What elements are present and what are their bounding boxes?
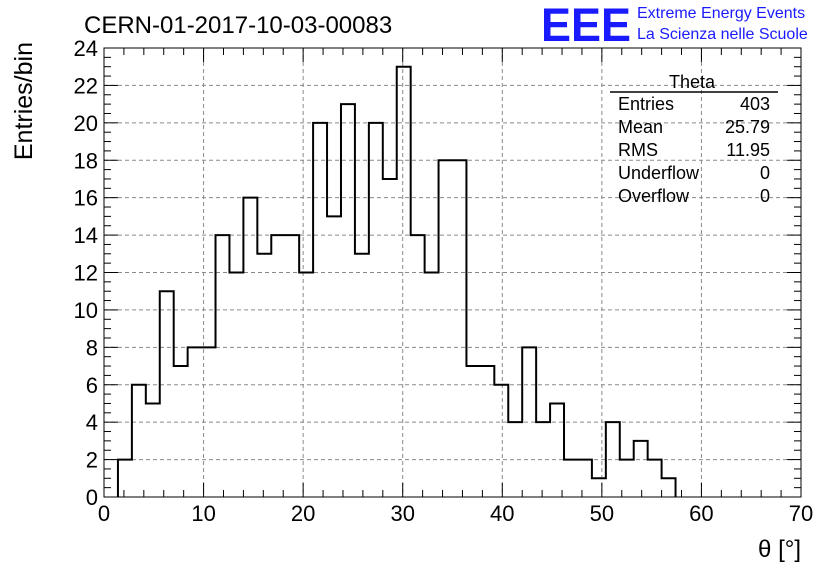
chart-title: CERN-01-2017-10-03-00083 bbox=[84, 12, 392, 39]
stats-row-label: Underflow bbox=[618, 163, 700, 183]
x-tick-label: 20 bbox=[291, 501, 315, 526]
y-tick-label: 8 bbox=[86, 335, 98, 360]
y-tick-label: 0 bbox=[86, 485, 98, 510]
y-tick-label: 6 bbox=[86, 373, 98, 398]
y-tick-label: 14 bbox=[74, 223, 98, 248]
x-tick-label: 70 bbox=[789, 501, 813, 526]
x-axis-label: θ [°] bbox=[758, 536, 801, 563]
histogram-series bbox=[116, 65, 677, 497]
stats-row-label: Overflow bbox=[618, 186, 690, 206]
stats-row-label: Entries bbox=[618, 94, 674, 114]
y-axis-label: Entries/bin bbox=[10, 42, 38, 160]
axis-ticks bbox=[103, 47, 802, 498]
stats-row-label: Mean bbox=[618, 117, 663, 137]
y-tick-label: 20 bbox=[74, 111, 98, 136]
logo-line-1: Extreme Energy Events bbox=[637, 5, 805, 22]
y-tick-label: 12 bbox=[74, 261, 98, 286]
y-tick-label: 2 bbox=[86, 448, 98, 473]
stats-row-value: 25.79 bbox=[725, 117, 770, 137]
y-tick-label: 18 bbox=[74, 148, 98, 173]
y-tick-label: 24 bbox=[74, 36, 98, 61]
eee-logo: EEE Extreme Energy Events La Scienza nel… bbox=[541, 0, 808, 51]
x-tick-label: 50 bbox=[590, 501, 614, 526]
x-tick-label: 10 bbox=[191, 501, 215, 526]
histogram-outline bbox=[116, 65, 677, 497]
stats-row-label: RMS bbox=[618, 140, 658, 160]
y-tick-label: 4 bbox=[86, 410, 98, 435]
x-tick-label: 0 bbox=[98, 501, 110, 526]
logo-line-2: La Scienza nelle Scuole bbox=[637, 26, 808, 43]
x-tick-label: 40 bbox=[490, 501, 514, 526]
y-tick-label: 10 bbox=[74, 298, 98, 323]
x-tick-label: 30 bbox=[390, 501, 414, 526]
logo-mark: EEE bbox=[541, 0, 631, 51]
stats-rows: Entries 403 Mean 25.79 RMS 11.95 Underflow 0 Ove… bbox=[618, 94, 770, 206]
stats-row-value: 403 bbox=[740, 94, 770, 114]
x-tick-label: 60 bbox=[689, 501, 713, 526]
stats-row-value: 11.95 bbox=[726, 140, 770, 160]
y-tick-label: 16 bbox=[74, 186, 98, 211]
x-tick-labels: 0 10 20 30 40 50 60 70 bbox=[98, 501, 813, 526]
stats-title: Theta bbox=[669, 72, 716, 92]
y-tick-label: 22 bbox=[74, 73, 98, 98]
stats-box: Theta Entries 403 Mean 25.79 RMS 11.95 Underfl… bbox=[610, 72, 778, 206]
stats-row-value: 0 bbox=[760, 163, 770, 183]
stats-row-value: 0 bbox=[760, 186, 770, 206]
